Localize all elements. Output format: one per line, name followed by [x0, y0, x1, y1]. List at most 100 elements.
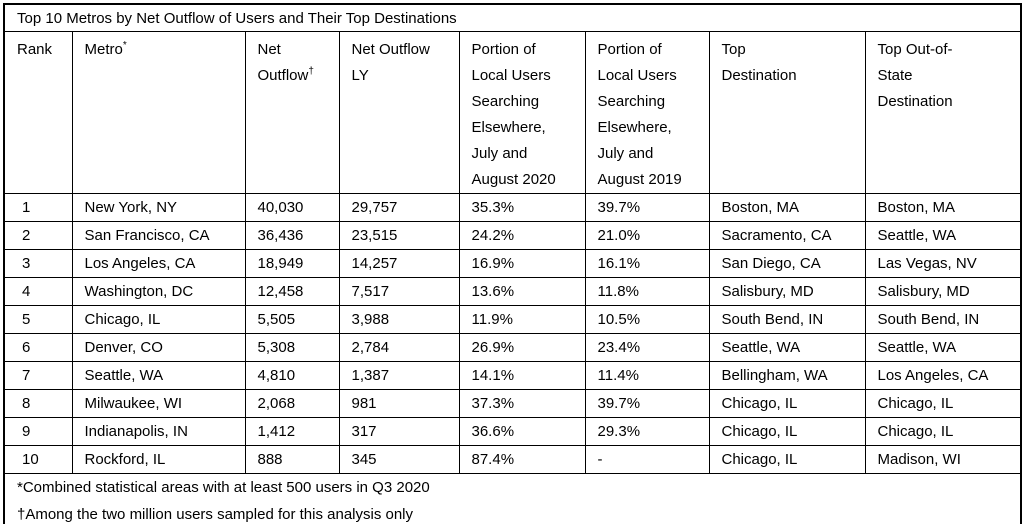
table-row: 3 Los Angeles, CA 18,949 14,257 16.9% 16… [3, 249, 1022, 278]
cell-portion-2019: 11.4% [584, 361, 710, 390]
cell-top-destination: South Bend, IN [708, 305, 866, 334]
cell-net-outflow: 40,030 [244, 193, 340, 222]
table-row: 10 Rockford, IL 888 345 87.4% - Chicago,… [3, 445, 1022, 474]
footnote-mark: * [122, 40, 127, 51]
cell-portion-2020: 13.6% [458, 277, 586, 306]
cell-top-destination: Salisbury, MD [708, 277, 866, 306]
column-header-label: Metro [84, 41, 123, 58]
column-header-label: Portion of Local Users Searching Elsewhe… [471, 41, 556, 188]
metros-table: Top 10 Metros by Net Outflow of Users an… [3, 3, 1023, 524]
table-row: 5 Chicago, IL 5,505 3,988 11.9% 10.5% So… [3, 305, 1022, 334]
table-row: 1 New York, NY 40,030 29,757 35.3% 39.7%… [3, 193, 1022, 222]
cell-rank: 2 [3, 221, 73, 250]
cell-net-outflow-ly: 345 [338, 445, 460, 474]
footnote-combined-areas: *Combined statistical areas with at leas… [17, 479, 430, 496]
table-row: 8 Milwaukee, WI 2,068 981 37.3% 39.7% Ch… [3, 389, 1022, 418]
cell-net-outflow-ly: 7,517 [338, 277, 460, 306]
cell-net-outflow-ly: 1,387 [338, 361, 460, 390]
cell-metro: Rockford, IL [71, 445, 246, 474]
cell-top-out-of-state: Seattle, WA [864, 221, 1022, 250]
cell-portion-2019: 29.3% [584, 417, 710, 446]
table-row: 7 Seattle, WA 4,810 1,387 14.1% 11.4% Be… [3, 361, 1022, 390]
cell-rank: 5 [3, 305, 73, 334]
table-row: 4 Washington, DC 12,458 7,517 13.6% 11.8… [3, 277, 1022, 306]
cell-portion-2019: 23.4% [584, 333, 710, 362]
cell-net-outflow-ly: 14,257 [338, 249, 460, 278]
cell-net-outflow-ly: 981 [338, 389, 460, 418]
cell-net-outflow-ly: 2,784 [338, 333, 460, 362]
cell-metro: Denver, CO [71, 333, 246, 362]
cell-portion-2020: 16.9% [458, 249, 586, 278]
cell-metro: Seattle, WA [71, 361, 246, 390]
cell-net-outflow: 12,458 [244, 277, 340, 306]
cell-net-outflow-ly: 23,515 [338, 221, 460, 250]
cell-top-out-of-state: Chicago, IL [864, 389, 1022, 418]
cell-portion-2019: 10.5% [584, 305, 710, 334]
cell-rank: 10 [3, 445, 73, 474]
cell-metro: Indianapolis, IN [71, 417, 246, 446]
cell-portion-2019: 39.7% [584, 193, 710, 222]
cell-portion-2019: - [584, 445, 710, 474]
cell-top-destination: Sacramento, CA [708, 221, 866, 250]
cell-top-out-of-state: Madison, WI [864, 445, 1022, 474]
footnotes: *Combined statistical areas with at leas… [3, 473, 1022, 524]
cell-portion-2020: 37.3% [458, 389, 586, 418]
cell-portion-2020: 24.2% [458, 221, 586, 250]
cell-metro: Chicago, IL [71, 305, 246, 334]
cell-metro: Los Angeles, CA [71, 249, 246, 278]
cell-net-outflow: 2,068 [244, 389, 340, 418]
cell-rank: 9 [3, 417, 73, 446]
column-header: Rank [3, 31, 73, 194]
cell-portion-2020: 36.6% [458, 417, 586, 446]
cell-rank: 6 [3, 333, 73, 362]
cell-top-destination: Chicago, IL [708, 389, 866, 418]
column-header-label: Net Outflow [257, 41, 309, 84]
cell-metro: New York, NY [71, 193, 246, 222]
cell-rank: 4 [3, 277, 73, 306]
column-header: Top Destination [708, 31, 866, 194]
footnote-sampled-users: †Among the two million users sampled for… [17, 506, 414, 523]
cell-metro: San Francisco, CA [71, 221, 246, 250]
cell-portion-2020: 14.1% [458, 361, 586, 390]
cell-metro: Milwaukee, WI [71, 389, 246, 418]
cell-net-outflow-ly: 317 [338, 417, 460, 446]
cell-portion-2020: 35.3% [458, 193, 586, 222]
table-title: Top 10 Metros by Net Outflow of Users an… [3, 3, 1022, 32]
footnote-mark: † [308, 66, 314, 77]
column-header-label: Portion of Local Users Searching Elsewhe… [597, 41, 682, 188]
cell-rank: 1 [3, 193, 73, 222]
cell-top-destination: Chicago, IL [708, 417, 866, 446]
cell-top-destination: Bellingham, WA [708, 361, 866, 390]
cell-rank: 8 [3, 389, 73, 418]
cell-top-out-of-state: Salisbury, MD [864, 277, 1022, 306]
column-header: Top Out-of- State Destination [864, 31, 1022, 194]
table-body: 1 New York, NY 40,030 29,757 35.3% 39.7%… [3, 193, 1022, 474]
column-header: Portion of Local Users Searching Elsewhe… [584, 31, 710, 194]
column-header: Portion of Local Users Searching Elsewhe… [458, 31, 586, 194]
cell-top-destination: Seattle, WA [708, 333, 866, 362]
column-header: Net Outflow LY [338, 31, 460, 194]
cell-net-outflow-ly: 3,988 [338, 305, 460, 334]
cell-top-destination: San Diego, CA [708, 249, 866, 278]
cell-top-out-of-state: Boston, MA [864, 193, 1022, 222]
cell-top-out-of-state: South Bend, IN [864, 305, 1022, 334]
cell-metro: Washington, DC [71, 277, 246, 306]
column-header-label: Net Outflow LY [351, 41, 430, 84]
cell-net-outflow: 1,412 [244, 417, 340, 446]
table-row: 6 Denver, CO 5,308 2,784 26.9% 23.4% Sea… [3, 333, 1022, 362]
column-header-label: Top Out-of- State Destination [877, 41, 953, 110]
cell-net-outflow: 36,436 [244, 221, 340, 250]
cell-rank: 7 [3, 361, 73, 390]
table-row: 2 San Francisco, CA 36,436 23,515 24.2% … [3, 221, 1022, 250]
column-header-label: Rank [17, 41, 53, 58]
header-row: Rank Metro* Net Outflow† Net Outflow LY … [3, 31, 1022, 194]
footnotes-row: *Combined statistical areas with at leas… [3, 473, 1022, 524]
column-header-label: Top Destination [721, 41, 797, 84]
title-row: Top 10 Metros by Net Outflow of Users an… [3, 3, 1022, 32]
cell-top-out-of-state: Seattle, WA [864, 333, 1022, 362]
cell-portion-2019: 21.0% [584, 221, 710, 250]
cell-portion-2020: 87.4% [458, 445, 586, 474]
table-row: 9 Indianapolis, IN 1,412 317 36.6% 29.3%… [3, 417, 1022, 446]
cell-portion-2019: 11.8% [584, 277, 710, 306]
